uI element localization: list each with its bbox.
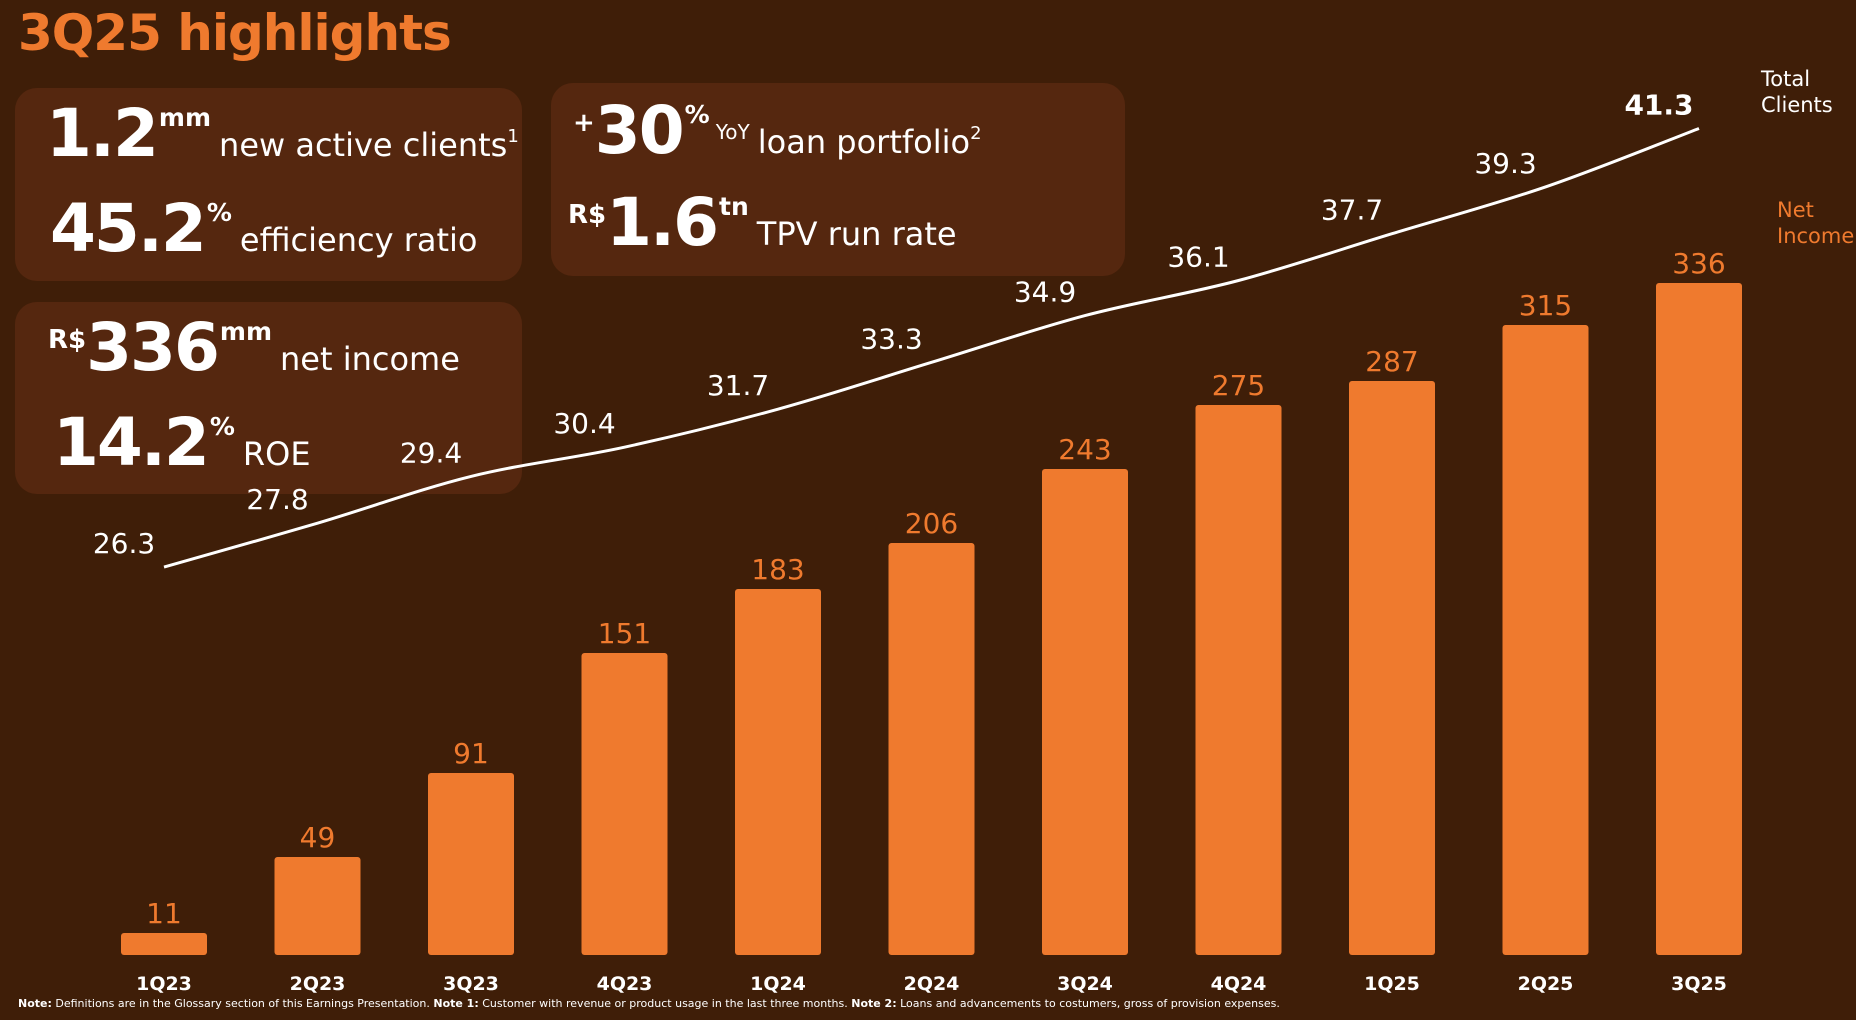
bar-3Q24 (1042, 469, 1128, 955)
line-point-label-3Q25: 41.3 (1624, 88, 1693, 121)
kpi-unit: mm (219, 317, 273, 346)
bar-2Q23 (274, 857, 361, 955)
bar-2Q25 (1502, 325, 1589, 955)
kpi-net-income: R$336mmnet income (48, 309, 460, 386)
page-title: 3Q25 highlights (18, 4, 452, 62)
kpi-card-loans (551, 83, 1125, 276)
line-point-label-4Q24: 36.1 (1167, 241, 1229, 274)
kpi-value: 45.2 (50, 190, 207, 267)
kpi-label: new active clients (219, 126, 508, 164)
footnote: Note: Definitions are in the Glossary se… (18, 997, 1280, 1010)
category-label-2Q25: 2Q25 (1518, 973, 1574, 995)
bar-1Q24 (735, 589, 821, 955)
series-label-total-clients-1: Total (1760, 67, 1810, 91)
category-label-3Q24: 3Q24 (1057, 973, 1113, 995)
bar-1Q23 (121, 933, 207, 955)
kpi-unit: % (684, 100, 710, 129)
kpi-card-income (15, 302, 522, 494)
line-point-label-1Q25: 37.7 (1321, 194, 1383, 227)
footnote-marker: 1 (507, 126, 519, 147)
footnote-note1-label: Note 1: (433, 997, 479, 1010)
category-label-4Q23: 4Q23 (597, 973, 653, 995)
line-point-label-2Q23: 27.8 (246, 483, 308, 516)
footnote-note-text: Definitions are in the Glossary section … (51, 997, 434, 1010)
bar-3Q25 (1656, 283, 1742, 955)
kpi-qualifier: YoY (715, 120, 750, 144)
bar-value-label-3Q23: 91 (453, 737, 489, 770)
category-label-3Q23: 3Q23 (443, 973, 499, 995)
bar-value-label-2Q24: 206 (905, 507, 958, 540)
kpi-label: efficiency ratio (239, 221, 478, 259)
footnote-note2-label: Note 2: (851, 997, 897, 1010)
kpi-label: ROE (242, 435, 311, 473)
kpi-loan-portfolio: +30%YoY loan portfolio2 (573, 92, 982, 169)
kpi-value: 1.2 (46, 95, 159, 172)
line-point-label-1Q24: 31.7 (707, 369, 769, 402)
footnote-note2-text: Loans and advancements to costumers, gro… (896, 997, 1280, 1010)
bar-value-label-3Q24: 243 (1058, 433, 1111, 466)
kpi-value: 336 (86, 309, 220, 386)
footnote-marker: 2 (970, 123, 982, 144)
kpi-prefix: R$ (48, 325, 87, 355)
category-label-2Q23: 2Q23 (290, 973, 346, 995)
bar-value-label-1Q23: 11 (146, 897, 182, 930)
kpi-label: net income (280, 340, 460, 378)
kpi-label: TPV run rate (756, 215, 957, 253)
category-label-1Q25: 1Q25 (1364, 973, 1420, 995)
category-label-1Q24: 1Q24 (750, 973, 806, 995)
bar-value-label-3Q25: 336 (1672, 247, 1725, 280)
line-point-label-3Q23: 29.4 (400, 436, 462, 469)
kpi-prefix: + (573, 108, 595, 138)
bar-1Q25 (1349, 381, 1435, 955)
category-label-4Q24: 4Q24 (1211, 973, 1267, 995)
total-clients-line (163, 127, 1700, 569)
bar-value-label-2Q25: 315 (1519, 289, 1572, 322)
kpi-card-clients (15, 88, 522, 281)
kpi-value: 1.6 (606, 184, 719, 261)
bar-3Q23 (428, 773, 514, 955)
bar-value-label-1Q24: 183 (751, 553, 804, 586)
kpi-unit: % (206, 198, 232, 227)
kpi-efficiency-ratio: 45.2%efficiency ratio (50, 190, 477, 267)
kpi-roe: 14.2%ROE (53, 404, 311, 481)
bar-value-label-4Q23: 151 (598, 617, 651, 650)
kpi-value: 14.2 (53, 404, 210, 481)
kpi-tpv-run-rate: R$1.6tnTPV run rate (568, 184, 957, 261)
series-label-total-clients-2: Clients (1761, 93, 1833, 117)
kpi-value: 30 (594, 92, 685, 169)
kpi-prefix: R$ (568, 200, 607, 230)
line-point-label-3Q24: 34.9 (1014, 276, 1076, 309)
footnote-note-label: Note: (18, 997, 52, 1010)
footnote-note1-text: Customer with revenue or product usage i… (478, 997, 852, 1010)
series-label-net-income-1: Net (1777, 198, 1814, 222)
line-point-label-2Q25: 39.3 (1474, 147, 1536, 180)
kpi-new-active-clients: 1.2mmnew active clients1 (46, 95, 519, 172)
kpi-unit: mm (158, 103, 212, 132)
bar-4Q23 (581, 653, 668, 955)
category-label-1Q23: 1Q23 (136, 973, 192, 995)
line-point-label-1Q23: 26.3 (93, 527, 155, 560)
category-label-3Q25: 3Q25 (1671, 973, 1727, 995)
bar-value-label-2Q23: 49 (300, 821, 336, 854)
bar-value-label-1Q25: 287 (1365, 345, 1418, 378)
line-point-label-4Q23: 30.4 (553, 407, 615, 440)
series-label-net-income-2: Income (1777, 224, 1854, 248)
kpi-unit: % (209, 412, 235, 441)
kpi-unit: tn (719, 192, 749, 221)
line-point-label-2Q24: 33.3 (860, 322, 922, 355)
bar-value-label-4Q24: 275 (1212, 369, 1265, 402)
kpi-label: loan portfolio (757, 123, 971, 161)
category-label-2Q24: 2Q24 (904, 973, 960, 995)
bar-2Q24 (888, 543, 975, 955)
bar-4Q24 (1195, 405, 1282, 955)
